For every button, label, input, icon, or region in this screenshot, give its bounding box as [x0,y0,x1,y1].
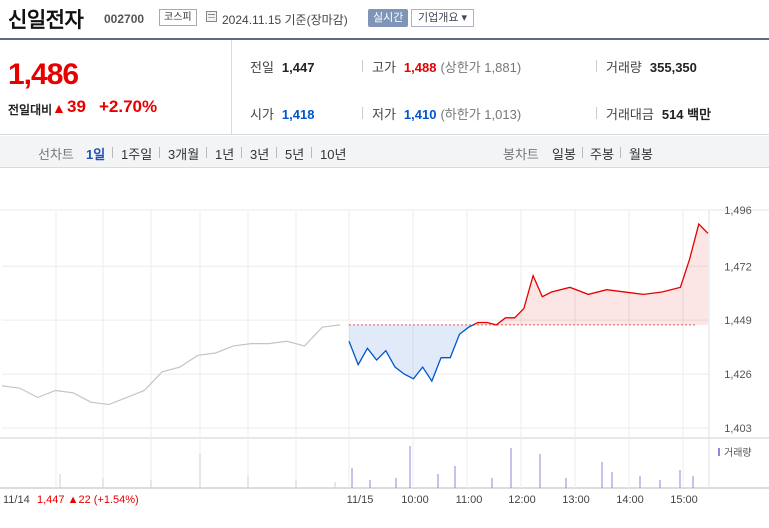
divider [206,147,207,158]
prev-close: 전일 1,447 [250,57,314,76]
y-tick-label: 1,403 [724,423,752,435]
tab-weekly-candle[interactable]: 주봉 [590,147,614,162]
stock-name: 신일전자 [8,9,84,32]
high-value: 1,488 [403,60,437,75]
trade-amount: 거래대금 514 백만 [606,104,711,123]
up-price-line [472,222,709,326]
tab-3month[interactable]: 3개월 [168,147,200,162]
tab-1year[interactable]: 1년 [215,147,235,162]
market-badge: 코스피 [159,9,197,26]
price-box: 1,486 전일대비 ▲ 39 +2.70% [0,40,232,135]
divider [362,60,363,72]
date-text: 2024.11.15 기준(장마감) [222,13,348,27]
period-selector: 선차트 1일 1주일 3개월 1년 3년 5년 10년 봉차트 일봉 주봉 월봉 [0,136,769,168]
company-overview-button[interactable]: 기업개요 ▾ [411,9,475,27]
prev-close-label: 전일 [250,60,274,75]
quote-panel: 1,486 전일대비 ▲ 39 +2.70% 전일 1,447 고가 1,488 (상… [0,38,769,135]
above-baseline-area [473,224,708,325]
divider [112,147,113,158]
x-tick-label: 11/15 [347,494,374,506]
low-price: 저가 1,410 (하한가 1,013) [372,104,521,123]
y-tick-label: 1,472 [724,261,752,273]
low-label: 저가 [372,107,396,122]
divider [276,147,277,158]
x-tick-label: 15:00 [670,494,698,506]
volume-label: 거래량 [606,60,642,75]
volume-legend-label: 거래량 [724,447,752,459]
x-tick-label: 12:00 [508,494,536,506]
high-price: 고가 1,488 (상한가 1,881) [372,57,521,76]
open-label: 시가 [250,107,274,122]
stock-code: 002700 [104,12,145,26]
y-tick-label: 1,449 [724,315,752,327]
prev-day-date-label: 11/14 [3,494,30,506]
volume: 거래량 355,350 [606,57,697,76]
divider [582,147,583,158]
tab-monthly-candle[interactable]: 월봉 [629,147,653,162]
amount-label: 거래대금 [606,107,654,122]
line-chart-label: 선차트 [38,147,74,162]
prev-day-summary: 1,447 ▲22 (+1.54%) [37,494,139,506]
volume-legend-icon [718,448,720,456]
x-tick-label: 13:00 [562,494,590,506]
current-price: 1,486 [8,58,79,91]
divider [596,107,597,119]
low-value: 1,410 [403,107,437,122]
divider [159,147,160,158]
change-percent: +2.70% [99,97,158,116]
x-tick-label: 14:00 [616,494,644,506]
open-price: 시가 1,418 [250,104,314,123]
x-tick-label: 11:00 [456,494,483,506]
tab-5year[interactable]: 5년 [285,147,305,162]
realtime-button[interactable]: 실시간 [368,9,409,27]
divider [362,107,363,119]
below-baseline-area [349,324,474,382]
prev-close-value: 1,447 [281,60,315,75]
divider [311,147,312,158]
stock-header: 신일전자 002700 코스피 2024.11.15 기준(장마감) 실시간 기… [0,0,769,38]
y-tick-label: 1,496 [724,205,752,217]
change-label: 전일대비 [8,103,53,117]
upper-limit: (상한가 1,881) [440,60,522,75]
price-chart[interactable]: 1,496 1,472 1,449 1,426 1,403 거래량 11/15 10:00 11… [0,168,769,528]
lower-limit: (하한가 1,013) [440,107,522,122]
divider [241,147,242,158]
divider [596,60,597,72]
volume-value: 355,350 [649,60,697,75]
tab-1day[interactable]: 1일 [86,147,106,162]
tab-daily-candle[interactable]: 일봉 [552,147,576,162]
tab-1week[interactable]: 1주일 [121,147,153,162]
y-tick-label: 1,426 [724,369,752,381]
divider [620,147,621,158]
candle-chart-label: 봉차트 [503,147,539,162]
down-price-line [348,324,474,383]
tab-3year[interactable]: 3년 [250,147,270,162]
calendar-icon [206,11,217,22]
prev-day-line [1,324,341,406]
open-value: 1,418 [281,107,315,122]
x-tick-label: 10:00 [401,494,429,506]
up-arrow-icon: ▲ [52,100,66,116]
change-value: 39 [67,97,86,116]
tab-10year[interactable]: 10년 [320,147,347,162]
amount-value: 514 백만 [661,107,712,122]
high-label: 고가 [372,60,396,75]
